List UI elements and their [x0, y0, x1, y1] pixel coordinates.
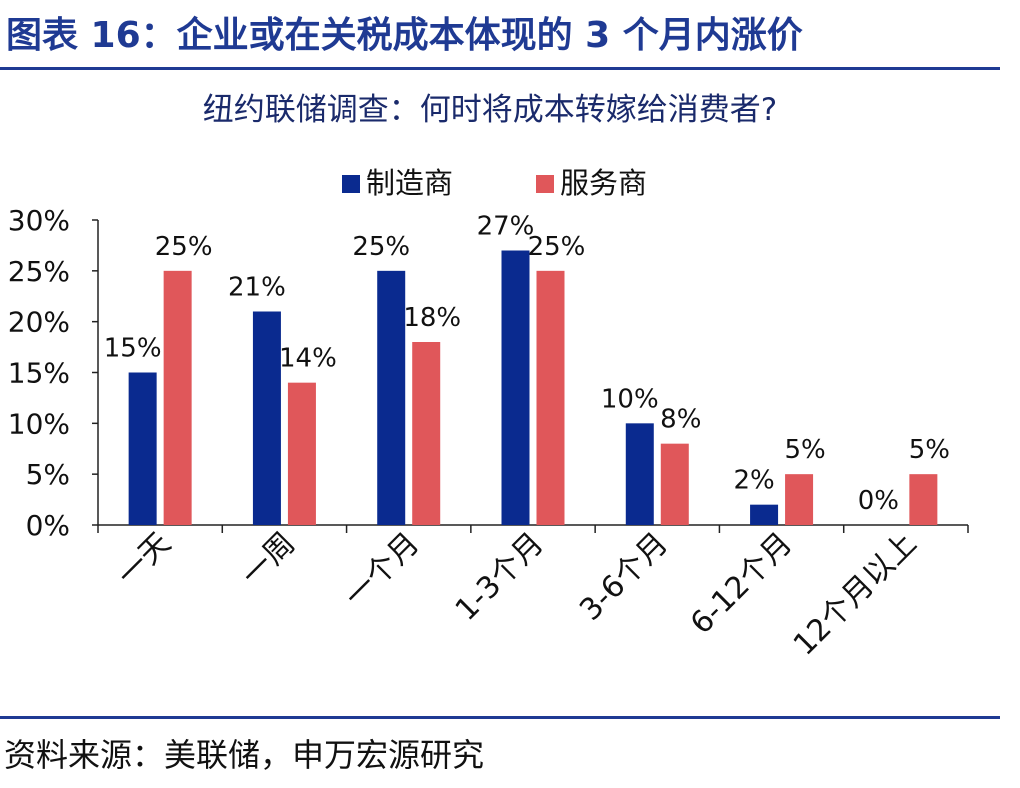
data-label-manufacturer-0: 15%: [104, 334, 162, 364]
bar-manufacturer-4: [625, 423, 654, 525]
data-label-manufacturer-4: 10%: [601, 384, 659, 414]
y-tick-label: 30%: [8, 204, 70, 237]
legend-swatch-0: [342, 175, 360, 193]
y-tick-label: 0%: [26, 509, 70, 542]
data-label-manufacturer-6: 0%: [858, 486, 899, 516]
y-tick-label: 25%: [8, 255, 70, 288]
legend-label-1: 服务商: [560, 166, 647, 200]
source-note: 资料来源：美联储，申万宏源研究: [4, 736, 485, 774]
y-axis: 0% 5% 10% 15% 20% 25% 30%: [8, 204, 99, 542]
x-tick-label: 一个月: [338, 526, 426, 614]
footer-rule: [0, 716, 1000, 719]
bar-chart: 纽约联储调查：何时将成本转嫁给消费者? 制造商 服务商 0% 5% 10% 15% 20%…: [8, 92, 969, 663]
bar-manufacturer-5: [750, 504, 779, 525]
bar-service-1: [287, 382, 316, 525]
y-tick-label: 15%: [8, 357, 70, 390]
data-label-service-4: 8%: [660, 405, 701, 435]
data-label-service-6: 5%: [909, 435, 950, 465]
data-label-service-5: 5%: [784, 435, 825, 465]
x-tick-label: 3-6个月: [573, 526, 675, 628]
legend: 制造商 服务商: [342, 166, 647, 200]
data-label-manufacturer-3: 27%: [477, 212, 535, 242]
bar-service-6: [909, 474, 938, 525]
x-tick-label: 1-3个月: [449, 526, 551, 628]
legend-label-0: 制造商: [366, 166, 453, 200]
bar-service-0: [163, 270, 192, 525]
title-rule: [0, 67, 1000, 70]
data-label-manufacturer-1: 21%: [228, 273, 286, 303]
y-tick-label: 20%: [8, 306, 70, 339]
bar-manufacturer-0: [128, 372, 157, 525]
bar-service-4: [660, 443, 689, 525]
chart-title: 纽约联储调查：何时将成本转嫁给消费者?: [203, 92, 777, 128]
figure-title: 图表 16：企业或在关税成本体现的 3 个月内涨价: [6, 15, 803, 56]
bar-manufacturer-1: [252, 311, 281, 525]
data-label-service-0: 25%: [155, 232, 213, 262]
x-tick-label: 6-12个月: [684, 526, 799, 641]
bar-manufacturer-3: [501, 250, 530, 525]
data-label-service-3: 25%: [528, 232, 586, 262]
data-label-service-2: 18%: [403, 303, 461, 333]
bar-service-3: [536, 270, 565, 525]
bar-manufacturer-2: [377, 270, 406, 525]
legend-swatch-1: [536, 175, 554, 193]
data-labels: 15%21%25%27%10%2%0%25%14%18%25%8%5% 5%: [104, 212, 950, 517]
bars: [128, 250, 938, 525]
data-label-manufacturer-2: 25%: [352, 232, 410, 262]
y-tick-label: 5%: [26, 458, 70, 491]
x-tick-label: 一周: [235, 526, 302, 593]
x-tick-label: 一天: [111, 526, 178, 593]
data-label-service-1: 14%: [279, 344, 337, 374]
bar-service-5: [785, 474, 814, 525]
data-label-manufacturer-5: 2%: [733, 466, 774, 496]
x-tick-label: 12个月以上: [787, 526, 924, 663]
y-tick-label: 10%: [8, 407, 70, 440]
bar-service-2: [412, 342, 441, 525]
